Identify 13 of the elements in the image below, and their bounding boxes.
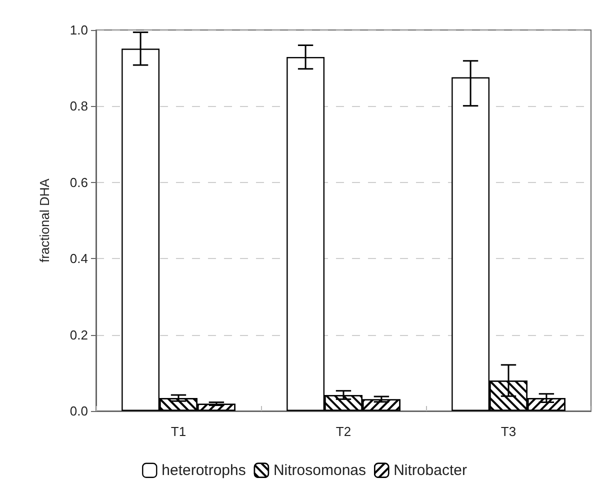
legend-label: heterotrophs — [162, 462, 246, 479]
y-tick-label: 0.6 — [70, 174, 88, 190]
legend-label: Nitrobacter — [394, 462, 467, 479]
legend-label: Nitrosomonas — [273, 462, 366, 479]
y-tick-label: 0.0 — [70, 404, 88, 418]
y-tick-label: 0.8 — [70, 98, 88, 114]
y-tick-label: 0.4 — [70, 251, 88, 266]
x-tick-label: T3 — [500, 424, 516, 439]
x-tick-label: T1 — [170, 424, 186, 439]
y-tick-label: 0.2 — [70, 327, 88, 342]
y-tick-label: 1.0 — [70, 22, 88, 38]
x-tick-label: T2 — [336, 424, 352, 439]
y-axis-title: fractional DHA — [37, 178, 52, 262]
